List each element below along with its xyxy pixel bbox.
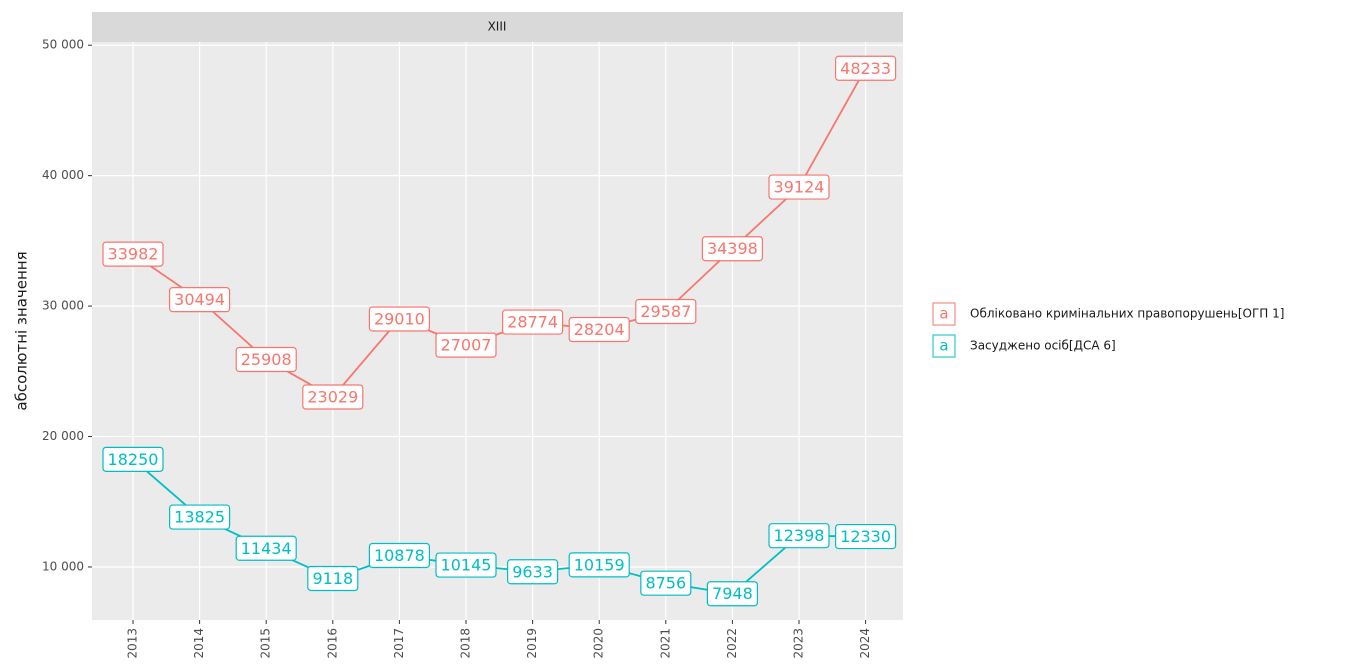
data-label: 29587: [640, 302, 691, 321]
data-label-box: [834, 55, 897, 81]
x-tick-label: 2015: [259, 628, 273, 659]
data-label-box: [235, 535, 297, 561]
x-tick-label: 2019: [525, 628, 539, 659]
data-label-box: [568, 552, 630, 578]
legend-key-glyph: a: [939, 337, 948, 355]
x-tick-label: 2018: [459, 628, 473, 659]
data-label-box: [368, 542, 430, 569]
data-label-box: [307, 565, 359, 592]
y-tick-label: 30 000: [42, 299, 84, 313]
data-label: 10145: [441, 556, 492, 575]
data-label-box: [768, 523, 830, 549]
x-tick-label: 2024: [858, 628, 872, 659]
data-label: 18250: [108, 450, 159, 469]
data-label: 11434: [241, 539, 292, 558]
y-tick-label: 40 000: [42, 168, 84, 182]
data-label-box: [102, 446, 164, 472]
data-label: 29010: [374, 310, 425, 329]
data-label-box: [502, 309, 564, 335]
legend-key-glyph: a: [939, 305, 948, 323]
data-label-box: [701, 236, 764, 262]
data-label: 12398: [774, 526, 825, 545]
data-label: 7948: [712, 584, 753, 603]
legend-label: Засуджено осіб[ДСА 6]: [970, 339, 1116, 353]
y-tick-label: 10 000: [42, 559, 84, 573]
strip: [92, 12, 903, 42]
data-label: 33982: [108, 245, 159, 264]
data-label-box: [368, 306, 430, 332]
data-label: 8756: [645, 574, 686, 593]
data-label: 28204: [574, 320, 625, 339]
x-tick-label: 2013: [126, 628, 140, 659]
data-label: 27007: [441, 336, 492, 355]
data-label-box: [507, 559, 559, 585]
x-tick-label: 2014: [192, 628, 206, 659]
x-tick-label: 2022: [725, 628, 739, 659]
data-label-box: [302, 384, 364, 410]
data-label: 23029: [307, 388, 358, 407]
x-tick-label: 2020: [592, 628, 606, 659]
strip-title: XIII: [488, 20, 507, 34]
data-label: 12330: [840, 527, 891, 546]
data-label: 34398: [707, 239, 758, 258]
data-label: 10878: [374, 546, 425, 565]
data-label-box: [102, 241, 164, 267]
data-label-box: [640, 570, 692, 596]
data-label: 39124: [774, 178, 825, 197]
data-label: 9118: [312, 569, 353, 588]
data-label-box: [435, 332, 497, 358]
x-tick-label: 2023: [792, 628, 806, 659]
legend-label: Обліковано кримінальних правопорушень[ОГ…: [970, 307, 1284, 321]
data-label: 30494: [174, 290, 225, 309]
y-axis-label: абсолютні значення: [13, 251, 31, 410]
data-label: 10159: [574, 555, 625, 574]
data-label-box: [706, 581, 759, 607]
x-tick-label: 2016: [325, 628, 339, 659]
data-label: 9633: [512, 562, 553, 581]
x-tick-label: 2021: [658, 628, 672, 659]
data-label-box: [169, 504, 231, 530]
data-label-box: [435, 552, 497, 578]
legend-key: [932, 334, 956, 358]
legend-key: [932, 302, 956, 326]
data-label: 25908: [241, 350, 292, 369]
data-label-box: [635, 298, 697, 325]
x-tick-label: 2017: [392, 628, 406, 659]
data-label: 13825: [174, 508, 225, 527]
data-label-box: [235, 346, 297, 373]
data-label: 28774: [507, 313, 558, 332]
data-label-box: [768, 174, 830, 200]
y-tick-label: 20 000: [42, 429, 84, 443]
y-tick-label: 50 000: [42, 38, 84, 52]
data-label-box: [834, 523, 897, 550]
data-label: 48233: [840, 59, 891, 78]
data-label-box: [169, 287, 231, 313]
data-label-box: [568, 316, 630, 343]
